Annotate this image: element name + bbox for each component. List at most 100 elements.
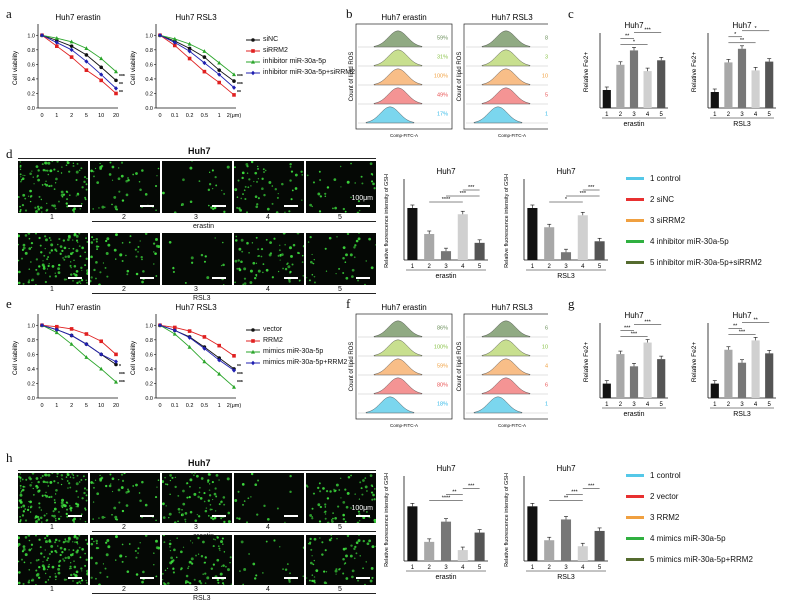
cell-dot bbox=[31, 578, 35, 582]
cell-dot bbox=[46, 535, 49, 537]
cell-dot bbox=[215, 184, 218, 187]
column-label: 4 bbox=[266, 286, 270, 293]
cell-dot bbox=[157, 167, 160, 170]
cell-dot bbox=[127, 179, 130, 182]
cell-dot bbox=[80, 282, 82, 284]
cell-dot bbox=[370, 266, 374, 270]
microscopy-image bbox=[90, 473, 160, 523]
cell-dot bbox=[90, 279, 92, 283]
significance-stars: *** bbox=[237, 380, 243, 386]
legend-label: 2 siNC bbox=[650, 195, 675, 204]
histogram-panel-f: Huh7 erastin86%100%59%80%18%Comp-FITC-AC… bbox=[349, 303, 548, 428]
cell-dot bbox=[19, 493, 23, 497]
cell-dot bbox=[62, 239, 66, 242]
cell-dot bbox=[22, 504, 26, 508]
cell-dot bbox=[47, 173, 50, 176]
cell-dot bbox=[197, 495, 200, 499]
cell-dot bbox=[55, 519, 57, 522]
cell-dot bbox=[84, 520, 87, 523]
cell-dot bbox=[77, 505, 79, 508]
y-axis-label: Relative Fe2+ bbox=[583, 52, 590, 92]
cell-dot bbox=[19, 208, 22, 211]
data-point bbox=[202, 69, 207, 74]
cell-dot bbox=[83, 487, 87, 490]
cell-dot bbox=[162, 578, 164, 581]
cell-dot bbox=[22, 485, 25, 488]
cell-dot bbox=[214, 510, 217, 512]
cell-dot bbox=[173, 521, 177, 523]
cell-dot bbox=[59, 252, 62, 255]
cell-dot bbox=[39, 244, 42, 247]
cell-dot bbox=[276, 507, 279, 510]
histogram-peak bbox=[481, 358, 531, 376]
cell-dot bbox=[73, 560, 75, 562]
cell-dot bbox=[313, 537, 317, 541]
cell-dot bbox=[75, 195, 77, 197]
cell-dot bbox=[76, 549, 79, 552]
x-tick-label: 0.1 bbox=[171, 403, 179, 409]
cell-dot bbox=[125, 254, 127, 257]
legend-label: 3 RRM2 bbox=[650, 513, 680, 522]
cell-dot bbox=[118, 501, 121, 504]
cell-dot bbox=[253, 180, 255, 183]
histogram-y-label: Count of lipid ROS bbox=[349, 342, 355, 392]
cell-dot bbox=[119, 253, 123, 257]
column-label: 2 bbox=[122, 214, 126, 221]
microscopy-image bbox=[162, 161, 232, 213]
cell-dot bbox=[29, 511, 32, 513]
cell-dot bbox=[345, 554, 348, 558]
cell-dot bbox=[258, 254, 260, 257]
cell-dot bbox=[202, 573, 205, 575]
significance-stars: * bbox=[119, 364, 121, 370]
cell-dot bbox=[29, 189, 32, 193]
header-rule-d bbox=[18, 158, 376, 159]
cell-dot bbox=[48, 237, 51, 239]
bar bbox=[629, 366, 639, 398]
cell-dot bbox=[294, 173, 298, 177]
cell-dot bbox=[325, 490, 329, 493]
cell-dot bbox=[75, 482, 79, 486]
cell-dot bbox=[99, 162, 101, 165]
cell-dot bbox=[19, 164, 22, 167]
cell-dot bbox=[35, 268, 38, 271]
significance-stars: *** bbox=[237, 74, 243, 80]
cell-dot bbox=[301, 261, 304, 264]
microscopy-image bbox=[18, 473, 88, 523]
cell-dot bbox=[351, 569, 355, 573]
cell-dot bbox=[28, 476, 32, 480]
cell-dot bbox=[362, 479, 365, 482]
cell-dot bbox=[72, 208, 75, 212]
legend-item: 3 siRRM2 bbox=[626, 210, 762, 231]
cell-dot bbox=[19, 516, 21, 518]
x-tick-label: 5 bbox=[85, 113, 88, 119]
cell-dot bbox=[138, 180, 141, 183]
cell-dot bbox=[24, 174, 26, 177]
cell-dot bbox=[189, 510, 193, 514]
microscopy-image bbox=[306, 535, 376, 585]
cell-dot bbox=[203, 562, 205, 564]
data-point bbox=[187, 329, 192, 333]
bar bbox=[407, 506, 418, 561]
series-line bbox=[159, 34, 235, 96]
legend-item: 4 mimics miR-30a-5p bbox=[626, 528, 753, 549]
group-label: RSL3 bbox=[733, 411, 751, 418]
cell-dot bbox=[54, 572, 57, 575]
x-tick-label: 2 bbox=[70, 113, 73, 119]
chart-title: Huh7 bbox=[556, 464, 576, 473]
cell-dot bbox=[218, 547, 221, 550]
cell-dot bbox=[42, 480, 46, 484]
cell-dot bbox=[24, 508, 27, 511]
cell-dot bbox=[236, 267, 239, 270]
bar bbox=[724, 349, 733, 398]
y-tick-label: 0.8 bbox=[145, 338, 153, 344]
cell-dot bbox=[271, 276, 274, 279]
cell-dot bbox=[197, 515, 201, 518]
legend-item: siRRM2 bbox=[246, 45, 355, 56]
cell-dot bbox=[69, 507, 72, 510]
cell-dot bbox=[93, 540, 95, 543]
cell-dot bbox=[356, 521, 360, 523]
data-point bbox=[232, 85, 236, 90]
x-tick-label: 0.2 bbox=[186, 403, 194, 409]
cell-dot bbox=[115, 258, 117, 260]
cell-dot bbox=[357, 200, 361, 203]
